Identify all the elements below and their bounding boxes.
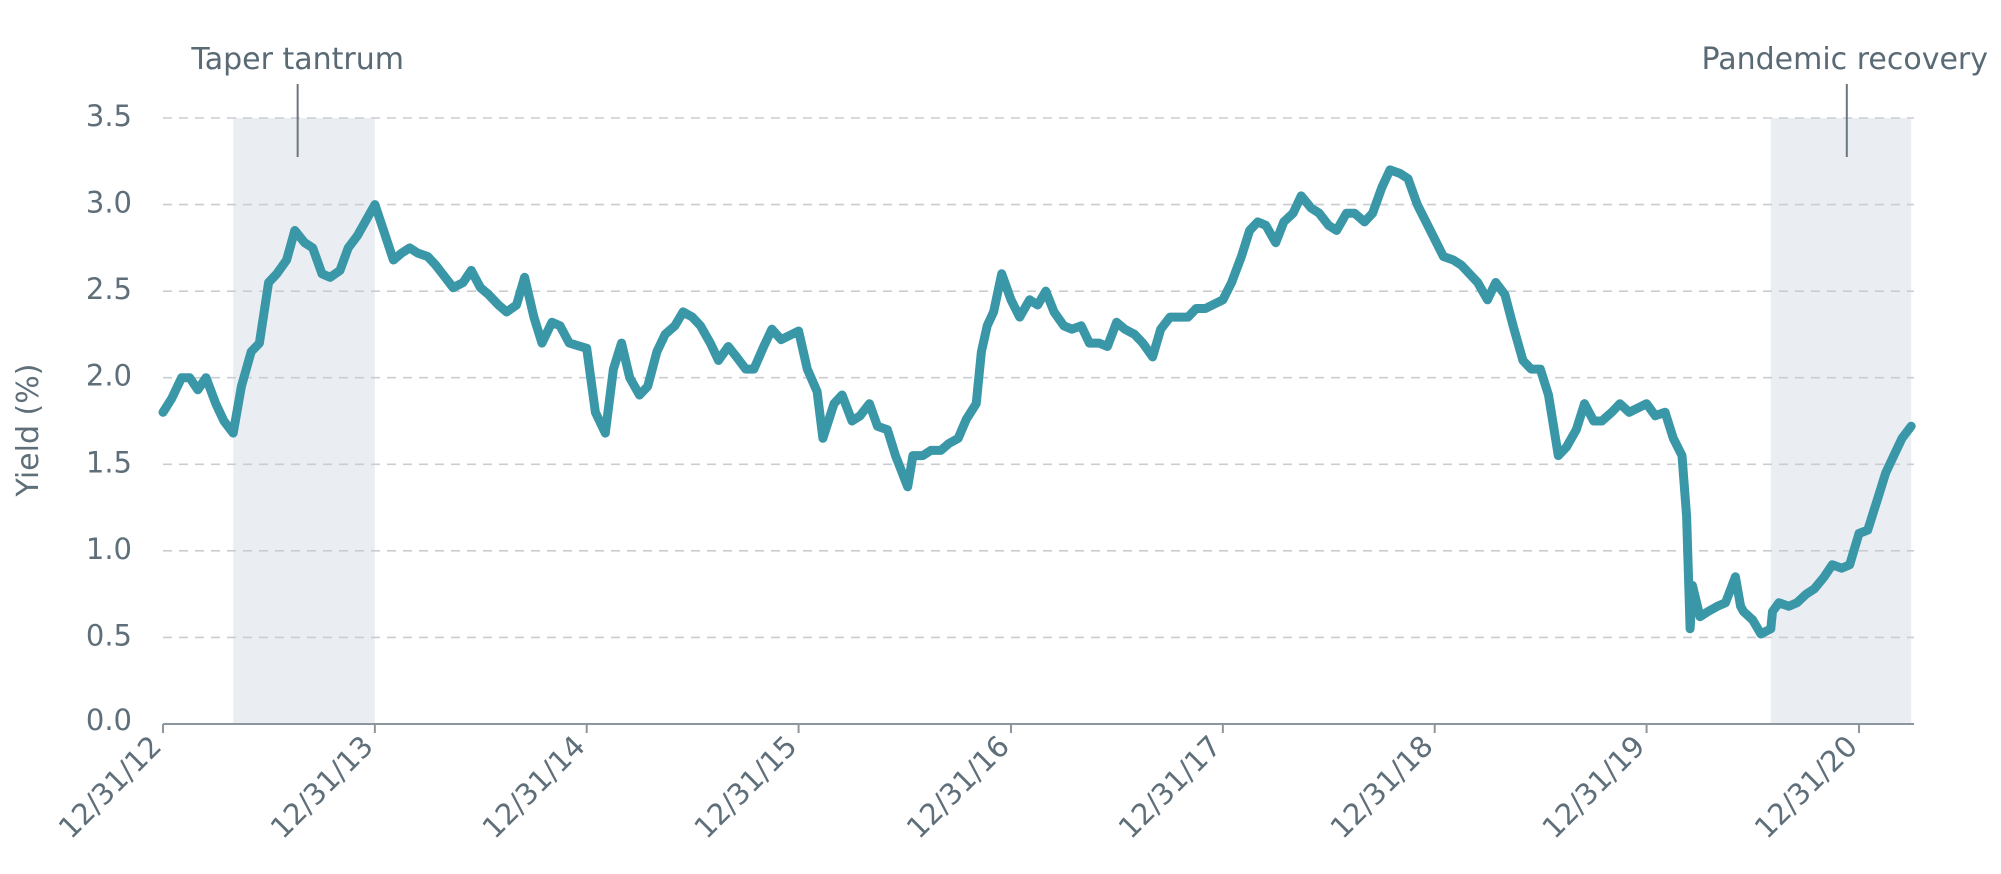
annotation-label-1: Taper tantrum xyxy=(190,42,404,77)
x-tick-label: 12/31/19 xyxy=(1535,729,1651,845)
x-tick-label: 12/31/13 xyxy=(264,729,380,845)
series-group xyxy=(158,165,1916,639)
shaded-periods xyxy=(233,118,1912,724)
x-tick-label: 12/31/18 xyxy=(1324,729,1440,845)
y-tick-label: 0.0 xyxy=(86,703,132,737)
x-axis: 12/31/12 12/31/13 12/31/14 12/31/15 12/31/16… xyxy=(52,723,1914,845)
x-tick-label: 12/31/17 xyxy=(1112,729,1228,845)
y-tick-label: 1.5 xyxy=(86,445,132,479)
y-tick-label: 0.5 xyxy=(86,618,132,652)
y-axis-title: Yield (%) xyxy=(11,364,46,498)
series-line-1 xyxy=(158,165,1916,639)
x-tick-label: 12/31/15 xyxy=(687,729,803,845)
x-tick-label: 12/31/12 xyxy=(52,729,168,845)
annotation-label-2: Pandemic recovery xyxy=(1701,42,1988,77)
annotations: Taper tantrum Pandemic recovery xyxy=(190,42,1988,157)
gridlines xyxy=(163,117,1914,639)
y-tick-label: 3.0 xyxy=(86,186,132,220)
x-tick-label: 12/31/14 xyxy=(476,729,592,845)
shaded-band-1 xyxy=(233,118,375,724)
x-tick-label: 12/31/20 xyxy=(1748,729,1864,845)
y-axis-ticks: 0.0 0.5 1.0 1.5 2.0 2.5 3.0 3.5 xyxy=(86,99,132,737)
y-tick-label: 2.5 xyxy=(86,272,132,306)
shaded-band-2 xyxy=(1770,118,1912,724)
y-tick-label: 1.0 xyxy=(86,532,132,566)
y-tick-label: 2.0 xyxy=(86,359,132,393)
x-tick-label: 12/31/16 xyxy=(900,729,1016,845)
y-tick-label: 3.5 xyxy=(86,99,132,133)
